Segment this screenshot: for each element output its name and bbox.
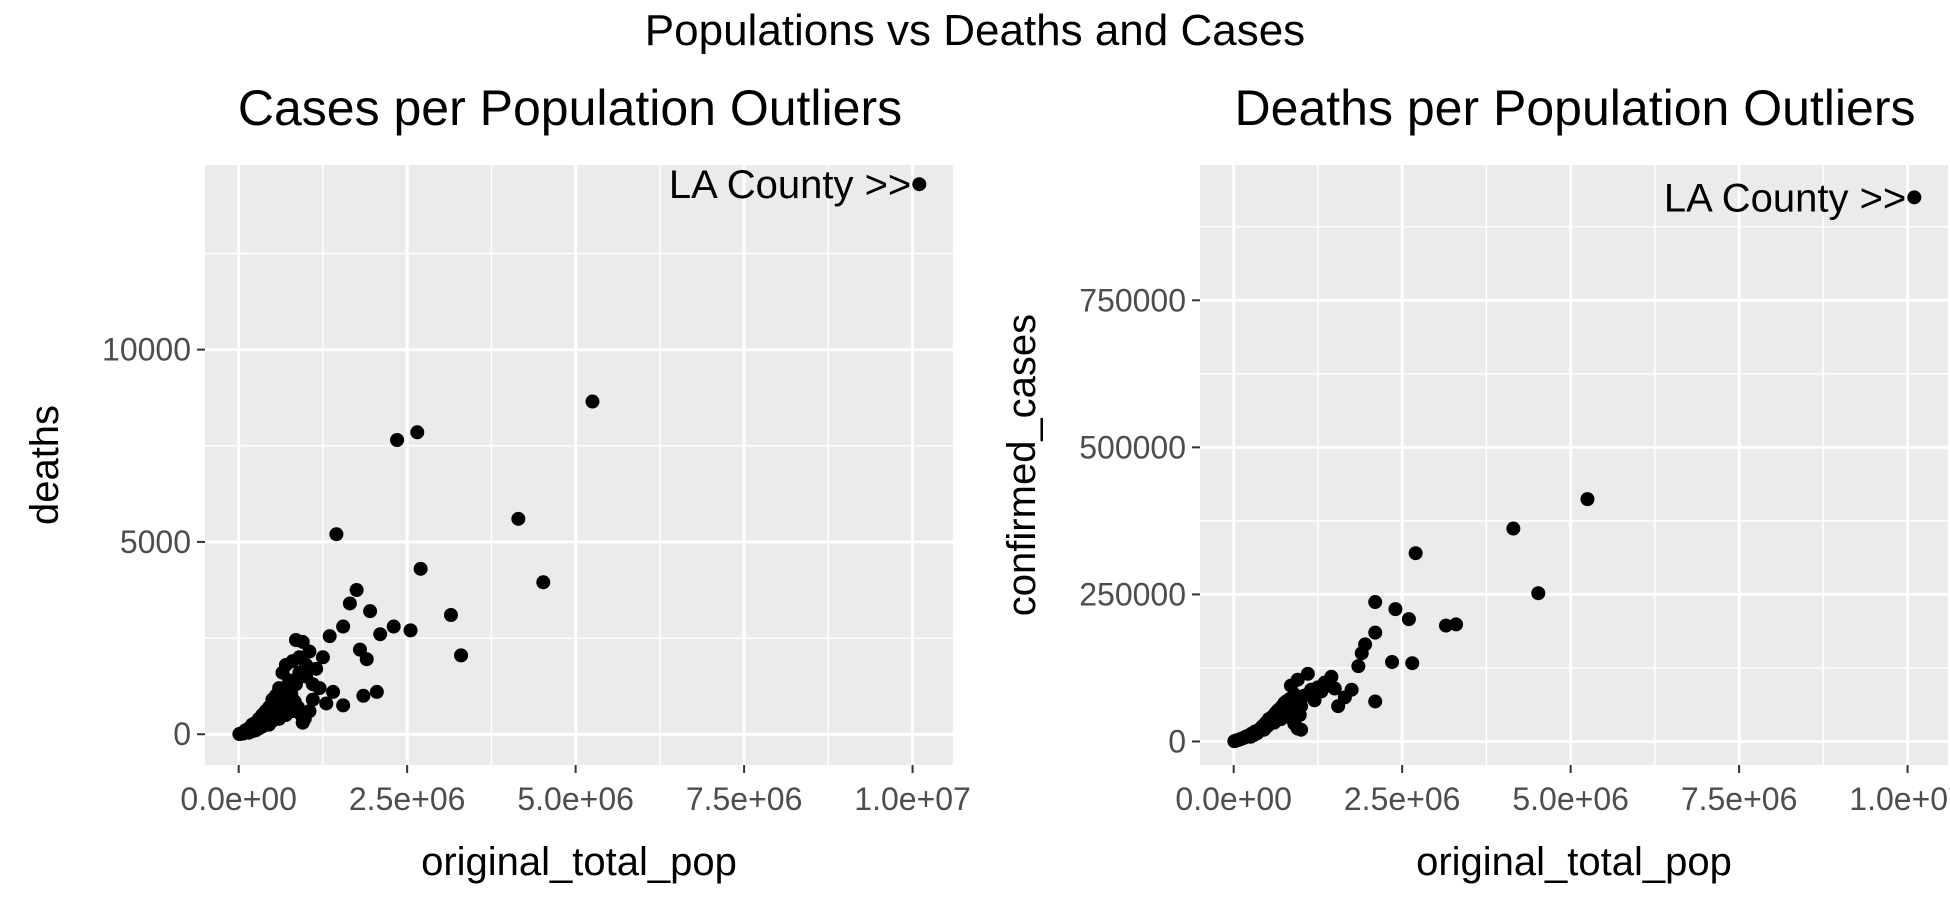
- data-point: [1449, 617, 1464, 632]
- data-point: [1243, 729, 1258, 744]
- data-point: [1300, 666, 1315, 681]
- y-tick-label: 0: [173, 716, 191, 752]
- data-point: [1351, 659, 1366, 674]
- data-point: [288, 677, 303, 692]
- data-point: [386, 619, 401, 634]
- data-point: [1331, 699, 1346, 714]
- data-point: [1506, 521, 1521, 536]
- x-tick-label: 7.5e+06: [686, 781, 803, 817]
- data-point: [302, 704, 317, 719]
- data-point: [359, 652, 374, 667]
- data-point: [511, 511, 526, 526]
- subplot-title: Cases per Population Outliers: [238, 80, 902, 136]
- x-tick-label: 5.0e+06: [517, 781, 634, 817]
- y-tick-label: 0: [1168, 723, 1186, 759]
- chart-panel-2: 0.0e+00 2.5e+06 5.0e+06 7.5e+06 1.0e+07 0 2500…: [1000, 80, 1950, 884]
- x-tick-label: 7.5e+06: [1681, 781, 1798, 817]
- y-tick-label: 5000: [120, 524, 191, 560]
- data-point: [319, 696, 334, 711]
- data-point: [1408, 546, 1423, 561]
- data-point: [1580, 492, 1595, 507]
- data-point: [1354, 646, 1369, 661]
- data-point: [403, 623, 418, 638]
- data-point: [1368, 625, 1383, 640]
- data-point: [349, 583, 364, 597]
- y-tick-label: 250000: [1079, 576, 1186, 612]
- data-point: [1324, 669, 1339, 684]
- data-point: [1907, 190, 1922, 205]
- x-tick-label: 2.5e+06: [1344, 781, 1461, 817]
- y-axis-label: deaths: [23, 405, 67, 525]
- subplot-title: Deaths per Population Outliers: [1235, 80, 1916, 136]
- x-tick-label: 0.0e+00: [1175, 781, 1292, 817]
- annotation-label: LA County >>: [1664, 176, 1906, 220]
- annotation-label: LA County >>: [669, 163, 911, 207]
- data-point: [443, 608, 458, 622]
- data-point: [1385, 655, 1400, 670]
- data-point: [326, 684, 341, 699]
- data-point: [373, 627, 388, 642]
- data-point: [342, 596, 357, 611]
- data-point: [268, 706, 283, 721]
- x-axis-label: original_total_pop: [1416, 840, 1732, 884]
- y-tick-label: 500000: [1079, 429, 1186, 465]
- y-tick-label: 750000: [1079, 282, 1186, 318]
- data-point: [1327, 681, 1342, 696]
- data-point: [1294, 722, 1309, 737]
- x-tick-label: 1.0e+07: [1849, 781, 1950, 817]
- data-point: [235, 726, 250, 741]
- data-point: [410, 425, 425, 440]
- chart-panel-1: 0.0e+00 2.5e+06 5.0e+06 7.5e+06 1.0e+07 0 5000…: [23, 80, 971, 884]
- data-point: [336, 698, 351, 713]
- data-point: [285, 704, 300, 719]
- data-point: [282, 692, 297, 707]
- data-point: [1405, 656, 1420, 671]
- x-axis-label: original_total_pop: [421, 840, 737, 884]
- data-point: [322, 629, 337, 644]
- data-point: [315, 650, 330, 665]
- data-point: [305, 692, 320, 707]
- data-point: [356, 688, 371, 703]
- x-tick-label: 1.0e+07: [854, 781, 971, 817]
- y-tick-label: 10000: [102, 332, 191, 368]
- data-point: [1368, 595, 1383, 610]
- y-axis-label: confirmed_cases: [1000, 314, 1044, 616]
- data-point: [329, 527, 344, 542]
- data-point: [1438, 618, 1453, 633]
- x-tick-label: 5.0e+06: [1512, 781, 1629, 817]
- data-point: [369, 684, 384, 699]
- data-point: [305, 677, 320, 692]
- data-point: [585, 394, 600, 409]
- data-point: [258, 715, 273, 730]
- x-tick-label: 0.0e+00: [180, 781, 297, 817]
- data-point: [536, 575, 551, 590]
- data-point: [299, 658, 314, 672]
- data-point: [363, 604, 378, 619]
- data-point: [1388, 602, 1403, 617]
- data-point: [912, 177, 927, 192]
- data-point: [1368, 694, 1383, 709]
- data-point: [336, 619, 351, 634]
- data-point: [413, 561, 428, 576]
- data-point: [390, 433, 405, 447]
- data-point: [295, 715, 310, 730]
- data-point: [1277, 700, 1292, 715]
- data-point: [1531, 586, 1546, 601]
- x-tick-label: 2.5e+06: [349, 781, 466, 817]
- data-point: [454, 648, 469, 663]
- figure-title: Populations vs Deaths and Cases: [644, 6, 1306, 55]
- data-point: [1401, 612, 1416, 627]
